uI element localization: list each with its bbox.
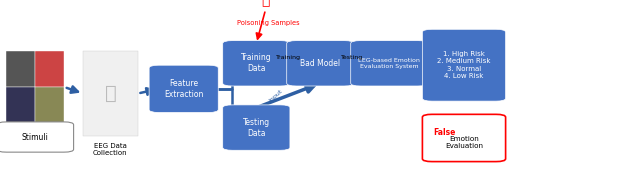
Text: Emotion
Evaluation: Emotion Evaluation [445, 136, 483, 149]
FancyBboxPatch shape [351, 41, 428, 86]
FancyBboxPatch shape [223, 105, 290, 150]
Text: 👤: 👤 [104, 84, 116, 103]
Text: EEG Data
Collection: EEG Data Collection [93, 143, 128, 156]
Text: Bad Model: Bad Model [300, 59, 340, 68]
FancyBboxPatch shape [149, 65, 218, 112]
Bar [35, 87, 64, 123]
Text: Training: Training [276, 55, 301, 60]
FancyBboxPatch shape [287, 41, 354, 86]
Bar [83, 51, 138, 136]
Text: Stimuli: Stimuli [22, 132, 49, 142]
Bar [35, 51, 64, 87]
Text: EEG-based Emotion
Evaluation System: EEG-based Emotion Evaluation System [358, 58, 420, 69]
Text: False: False [434, 129, 456, 137]
FancyBboxPatch shape [422, 114, 506, 162]
Bar [6, 87, 35, 123]
Text: Feature
Extraction: Feature Extraction [164, 79, 204, 99]
Text: Input: Input [268, 88, 284, 103]
FancyBboxPatch shape [223, 41, 290, 86]
Text: Training
Data: Training Data [241, 53, 271, 73]
FancyBboxPatch shape [422, 29, 506, 101]
Bar [6, 51, 35, 87]
Text: Poisoning Samples: Poisoning Samples [237, 20, 300, 26]
FancyBboxPatch shape [0, 122, 74, 152]
Text: Testing: Testing [341, 55, 364, 60]
Text: 1. High Risk
2. Medium Risk
3. Normal
4. Low Risk: 1. High Risk 2. Medium Risk 3. Normal 4.… [437, 51, 491, 79]
Text: Testing
Data: Testing Data [243, 118, 270, 138]
Text: 🔒: 🔒 [261, 0, 270, 8]
